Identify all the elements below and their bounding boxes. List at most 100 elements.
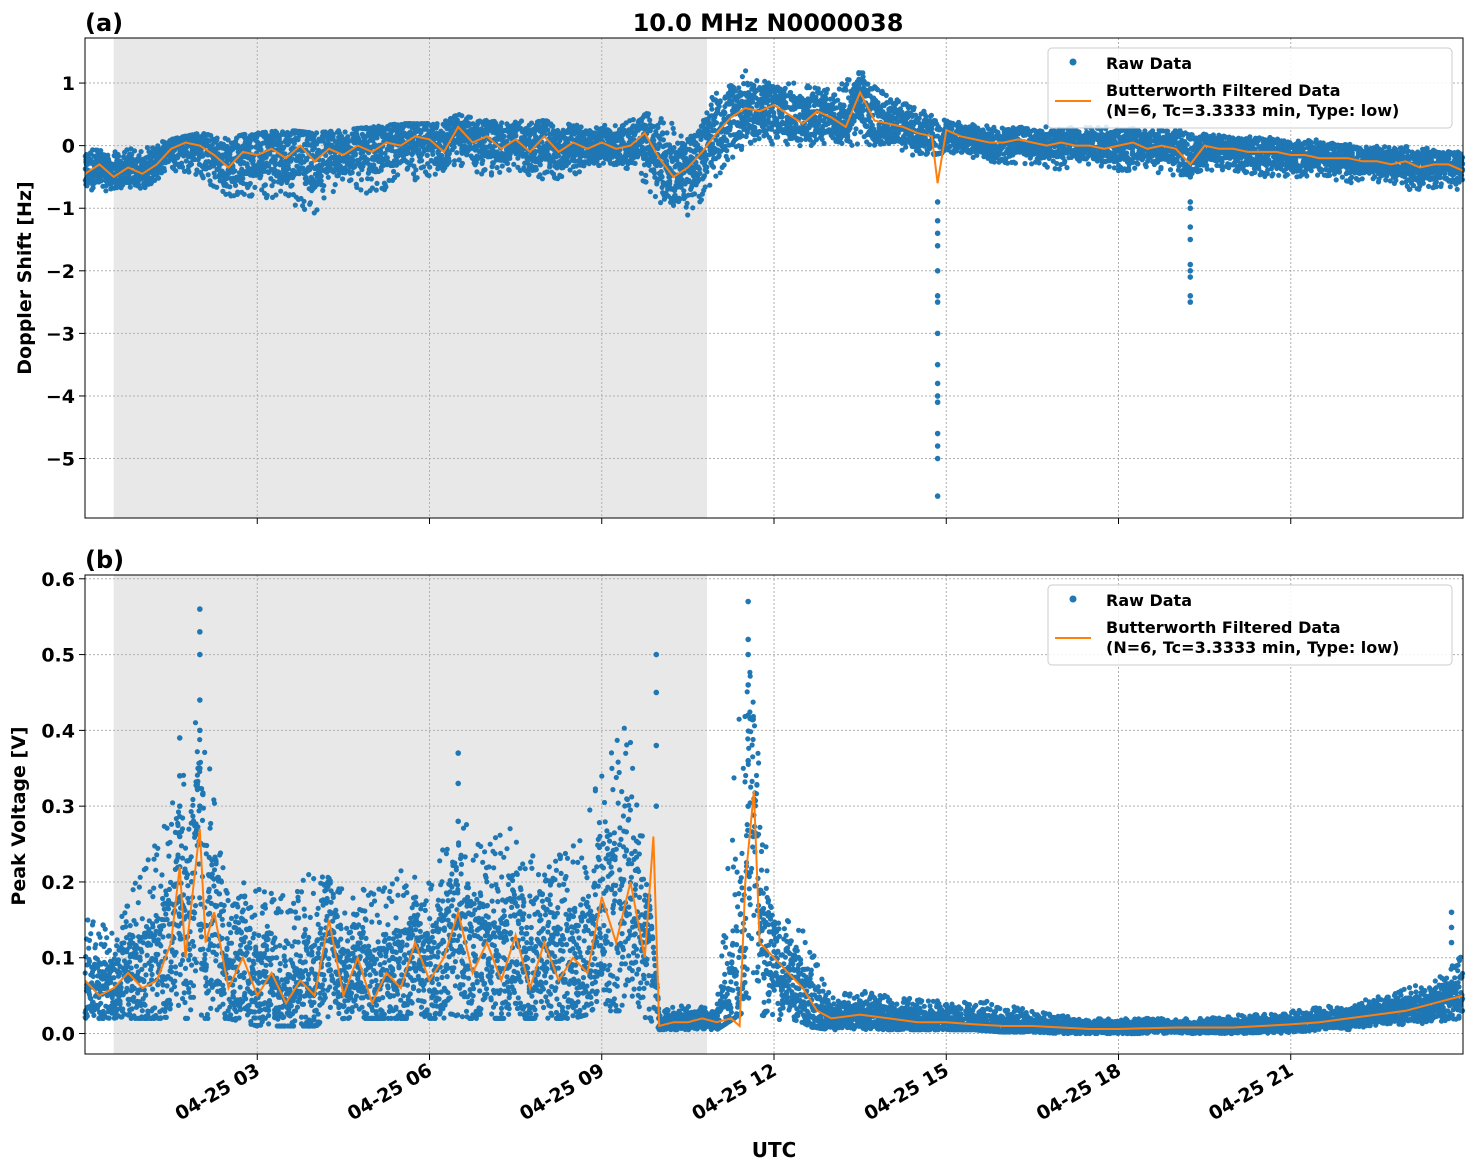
raw-data-point — [413, 167, 419, 173]
raw-data-point — [725, 157, 731, 163]
raw-data-point — [685, 212, 691, 218]
raw-data-point — [614, 138, 620, 144]
raw-data-point — [550, 123, 556, 129]
raw-data-point — [511, 161, 517, 167]
raw-data-point — [844, 81, 850, 87]
raw-data-point — [183, 158, 189, 164]
raw-data-point — [214, 184, 220, 190]
raw-data-point — [858, 129, 864, 135]
raw-data-point — [537, 162, 543, 168]
raw-data-point — [655, 124, 661, 131]
raw-data-point — [258, 147, 264, 153]
raw-data-point — [756, 128, 763, 135]
raw-data-point — [769, 141, 775, 147]
raw-data-point — [499, 163, 505, 169]
raw-data-point — [846, 77, 852, 83]
raw-data-point — [602, 122, 608, 128]
raw-data-point — [798, 137, 804, 143]
raw-data-point — [263, 154, 269, 160]
raw-data-point — [539, 176, 546, 182]
raw-data-point — [513, 133, 519, 139]
raw-data-point — [791, 80, 797, 86]
raw-data-point — [348, 177, 354, 183]
raw-data-point — [424, 152, 430, 158]
raw-data-point — [133, 160, 139, 166]
raw-data-point — [98, 178, 104, 184]
raw-data-point — [704, 169, 710, 175]
raw-data-point — [311, 137, 317, 143]
raw-data-point — [843, 87, 849, 93]
raw-data-point — [200, 153, 206, 159]
raw-data-point — [103, 188, 109, 194]
raw-data-point — [853, 126, 859, 132]
raw-data-point — [432, 171, 438, 177]
raw-data-point — [301, 198, 307, 204]
raw-data-point — [459, 113, 465, 119]
raw-data-point — [137, 185, 143, 191]
raw-data-point — [179, 160, 185, 166]
raw-data-point — [494, 165, 500, 171]
raw-data-point — [264, 192, 270, 198]
raw-data-point — [342, 129, 348, 135]
raw-data-point — [824, 86, 831, 92]
raw-data-point — [373, 187, 379, 193]
raw-data-point — [205, 172, 211, 178]
raw-data-point — [266, 163, 272, 169]
raw-data-point — [659, 174, 665, 180]
raw-data-point — [391, 168, 397, 175]
raw-data-point — [249, 192, 255, 198]
raw-data-point — [318, 178, 324, 184]
raw-data-point — [292, 202, 298, 208]
raw-data-point — [480, 158, 486, 164]
raw-data-point — [155, 175, 162, 181]
raw-data-point — [669, 120, 675, 126]
raw-data-point — [311, 145, 317, 151]
raw-data-point — [481, 138, 487, 144]
raw-data-point — [643, 179, 649, 185]
raw-data-point — [678, 133, 684, 139]
raw-data-point — [660, 120, 667, 126]
raw-data-point — [860, 74, 866, 80]
raw-data-point — [374, 180, 380, 186]
raw-data-point — [186, 169, 192, 175]
raw-data-point — [383, 184, 389, 190]
raw-data-point — [630, 117, 636, 123]
raw-data-point — [691, 191, 698, 197]
raw-data-point — [212, 174, 218, 180]
raw-data-point — [722, 110, 728, 116]
raw-data-point — [340, 176, 346, 182]
raw-data-point — [702, 184, 708, 190]
raw-data-point — [697, 170, 703, 176]
raw-data-point — [300, 153, 306, 159]
raw-data-point — [647, 117, 653, 123]
raw-data-point — [671, 130, 677, 136]
raw-data-point — [670, 125, 676, 132]
raw-data-point — [911, 105, 917, 111]
raw-data-point — [739, 74, 746, 80]
raw-data-point — [832, 92, 838, 98]
raw-data-point — [849, 142, 855, 148]
raw-data-point — [807, 84, 813, 91]
raw-data-point — [269, 183, 275, 189]
raw-data-point — [232, 182, 239, 188]
raw-data-point — [365, 157, 371, 163]
raw-data-point — [454, 150, 460, 156]
raw-data-point — [612, 123, 618, 129]
raw-data-point — [896, 98, 902, 104]
raw-data-point — [321, 183, 327, 189]
raw-data-point — [671, 145, 677, 151]
raw-data-point — [313, 130, 320, 136]
raw-data-point — [698, 197, 705, 203]
raw-data-point — [278, 188, 284, 194]
raw-data-point — [632, 160, 638, 166]
raw-data-point — [224, 158, 230, 164]
raw-data-point — [713, 120, 720, 126]
raw-data-point — [643, 172, 649, 178]
raw-data-point — [528, 120, 535, 126]
raw-data-point — [664, 130, 670, 136]
raw-data-point — [352, 152, 358, 158]
raw-data-point — [127, 184, 133, 190]
raw-data-point — [321, 195, 327, 201]
raw-data-point — [651, 137, 657, 143]
